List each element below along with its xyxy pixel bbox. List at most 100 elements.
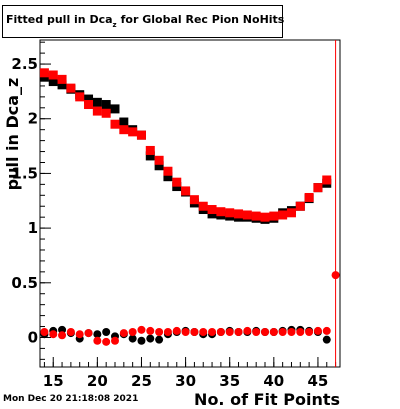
x-tick-label: 30 — [175, 372, 196, 390]
data-point-square — [198, 201, 208, 211]
title-main: Fitted pull in Dca — [6, 13, 113, 26]
data-point-circle — [146, 326, 155, 335]
title-rest: for Global Rec Pion NoHits — [120, 13, 285, 26]
y-tick-label: 2 — [28, 110, 38, 128]
data-point-circle — [128, 334, 137, 343]
data-point-square — [119, 117, 129, 127]
data-point-square — [57, 80, 67, 90]
data-point-square — [207, 205, 217, 215]
data-point-square — [172, 177, 182, 187]
data-point-square — [269, 211, 279, 221]
data-point-circle — [216, 328, 225, 337]
data-point-square — [295, 201, 305, 211]
data-point-circle — [296, 328, 305, 337]
data-point-circle — [119, 329, 128, 338]
data-point-square — [286, 208, 296, 218]
data-point-square — [48, 70, 58, 80]
data-point-square — [225, 208, 235, 218]
data-point-circle — [75, 330, 84, 339]
data-point-square — [181, 186, 191, 196]
data-point-square — [92, 106, 102, 116]
x-tick-label: 25 — [131, 372, 152, 390]
data-point-square — [145, 151, 155, 161]
data-point-circle — [225, 328, 234, 337]
data-point-circle — [322, 326, 331, 335]
data-point-circle — [102, 337, 111, 346]
data-point-square — [66, 83, 76, 93]
x-tick-label: 20 — [87, 372, 108, 390]
data-point-circle — [313, 326, 322, 335]
title-subscript: z — [112, 21, 117, 29]
data-point-square — [110, 119, 120, 129]
data-point-circle — [234, 328, 243, 337]
y-tick-label: 0.5 — [11, 274, 38, 292]
data-point-square — [313, 183, 323, 193]
timestamp: Mon Dec 20 21:18:08 2021 — [3, 394, 139, 404]
data-point-circle — [287, 328, 296, 337]
data-point-circle — [93, 330, 102, 339]
y-tick-label: 1 — [28, 219, 38, 237]
x-tick-label: 35 — [219, 372, 240, 390]
data-point-circle — [58, 325, 67, 334]
data-point-circle — [181, 328, 190, 337]
data-point-circle — [111, 336, 119, 345]
data-point-square — [163, 166, 173, 176]
data-point-circle — [155, 328, 164, 337]
data-point-square — [260, 212, 270, 222]
data-point-square — [92, 97, 102, 107]
data-point-circle — [93, 336, 102, 345]
data-point-square — [75, 92, 85, 102]
data-point-square — [278, 210, 288, 220]
data-point-circle — [199, 328, 208, 337]
y-tick-label: 2.5 — [11, 55, 38, 73]
data-point-circle — [163, 328, 172, 337]
data-point-circle — [155, 335, 164, 344]
data-point-square — [136, 130, 146, 140]
data-point-square — [119, 125, 129, 135]
data-point-square — [234, 209, 244, 219]
data-point-square — [101, 100, 111, 110]
data-point-circle — [102, 328, 111, 337]
data-point-circle — [261, 328, 269, 337]
data-point-square — [48, 77, 58, 87]
data-point-circle — [128, 328, 137, 337]
data-point-circle — [58, 331, 67, 340]
data-point-circle — [252, 328, 261, 337]
data-point-circle — [172, 326, 181, 335]
chart-title: Fitted pull in Dcaz for Global Rec Pion N… — [2, 5, 285, 38]
data-point-circle — [278, 328, 287, 337]
data-point-circle — [190, 328, 199, 337]
data-point-square — [128, 127, 138, 137]
data-point-square — [84, 100, 94, 110]
data-point-square — [154, 161, 164, 171]
data-point-circle — [305, 328, 314, 337]
data-point-circle — [137, 336, 146, 345]
data-point-square — [57, 74, 67, 84]
data-point-square — [101, 108, 111, 118]
data-point-square — [216, 207, 226, 217]
y-axis-title: pull in Dca_z — [3, 78, 22, 191]
data-point-square — [110, 104, 120, 114]
x-tick-label: 15 — [43, 372, 64, 390]
data-point-square — [322, 175, 332, 185]
data-point-circle — [137, 325, 146, 334]
plot-frame — [39, 39, 341, 368]
data-point-square — [251, 211, 261, 221]
data-point-circle — [243, 326, 252, 335]
data-point-square — [154, 155, 164, 165]
data-point-circle — [146, 334, 155, 343]
data-point-circle — [84, 329, 93, 338]
x-axis-title: No. of Fit Points — [194, 390, 340, 409]
y-tick-label: 0 — [28, 328, 38, 346]
data-point-square — [304, 192, 314, 202]
data-point-square — [145, 145, 155, 155]
data-point-square — [39, 68, 49, 78]
x-tick-label: 40 — [263, 372, 284, 390]
x-tick-label: 45 — [308, 372, 329, 390]
y-tick-label: 1.5 — [11, 164, 38, 182]
data-point-square — [163, 172, 173, 182]
data-point-circle — [208, 328, 217, 337]
data-point-circle — [269, 328, 278, 337]
data-point-circle — [322, 335, 331, 344]
